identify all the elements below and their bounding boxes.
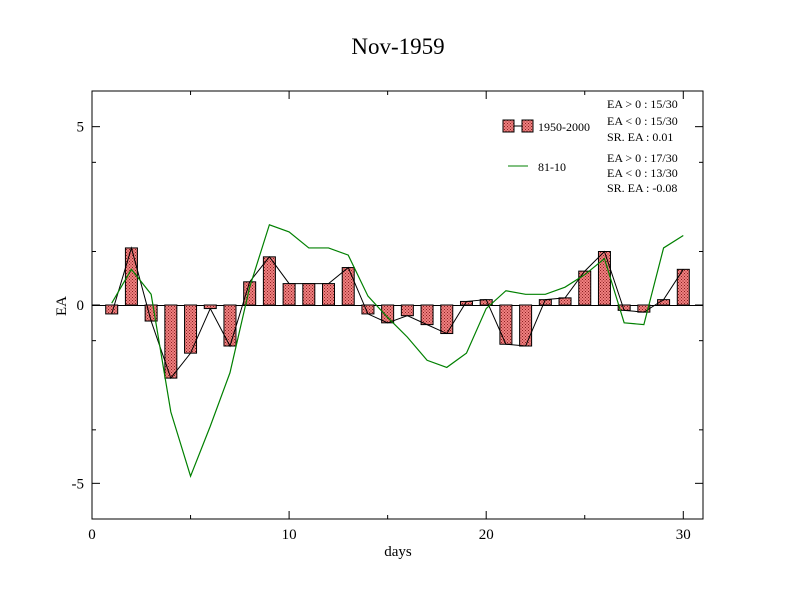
bar-connector-line bbox=[111, 246, 684, 380]
bar-day-24 bbox=[558, 297, 572, 306]
x-tick-label: 10 bbox=[282, 527, 297, 543]
bar-day-9 bbox=[262, 256, 276, 306]
y-axis: -5 0 5 bbox=[72, 120, 703, 520]
y-tick-label: 0 bbox=[77, 298, 85, 314]
bar-day-10 bbox=[282, 283, 296, 306]
legend-stat-1: EA > 0 : 15/30 bbox=[607, 97, 678, 111]
legend-bar-swatch-left bbox=[502, 119, 515, 133]
legend-entry-line: 81-10 bbox=[508, 160, 566, 174]
bar-day-22 bbox=[519, 304, 533, 347]
bar-series-1950-2000 bbox=[105, 247, 690, 379]
legend-entry-bar: 1950-2000 bbox=[502, 119, 590, 134]
y-axis-label: EA bbox=[54, 296, 70, 316]
x-axis-label: days bbox=[384, 544, 412, 560]
legend-stat-6: SR. EA : -0.08 bbox=[607, 181, 677, 195]
legend-bar-label: 1950-2000 bbox=[538, 120, 590, 134]
bar-day-13 bbox=[341, 267, 355, 306]
x-tick-label: 0 bbox=[88, 527, 96, 543]
bar-day-12 bbox=[322, 283, 336, 306]
legend-stat-3: SR. EA : 0.01 bbox=[607, 130, 673, 144]
bar-day-11 bbox=[302, 283, 316, 306]
bar-day-21 bbox=[499, 304, 513, 345]
y-tick-label: -5 bbox=[72, 476, 85, 492]
bar-day-15 bbox=[381, 304, 395, 324]
bar-day-17 bbox=[420, 304, 434, 326]
line-81-10-polyline bbox=[111, 223, 684, 479]
line-series-81-10 bbox=[111, 223, 684, 479]
legend-bar-swatch-right bbox=[521, 119, 534, 133]
bar-day-14 bbox=[361, 304, 375, 315]
x-tick-label: 20 bbox=[479, 527, 494, 543]
bar-day-30 bbox=[676, 268, 690, 306]
y-tick-label: 5 bbox=[77, 120, 85, 136]
chart-title: Nov-1959 bbox=[351, 34, 444, 59]
bar-day-18 bbox=[440, 304, 454, 335]
legend-stat-4: EA > 0 : 17/30 bbox=[607, 151, 678, 165]
legend-line-label: 81-10 bbox=[538, 160, 566, 174]
bar-day-16 bbox=[400, 304, 414, 317]
x-axis: 0 10 20 30 bbox=[88, 91, 691, 543]
legend-stat-2: EA < 0 : 15/30 bbox=[607, 114, 678, 128]
bar-day-5 bbox=[184, 304, 198, 354]
legend: 1950-2000 81-10 EA > 0 : 15/30 EA < 0 : … bbox=[502, 97, 678, 195]
x-tick-label: 30 bbox=[676, 527, 691, 543]
bar-day-7 bbox=[223, 304, 237, 347]
bar-connector-polyline bbox=[111, 246, 684, 380]
legend-stat-5: EA < 0 : 13/30 bbox=[607, 166, 678, 180]
